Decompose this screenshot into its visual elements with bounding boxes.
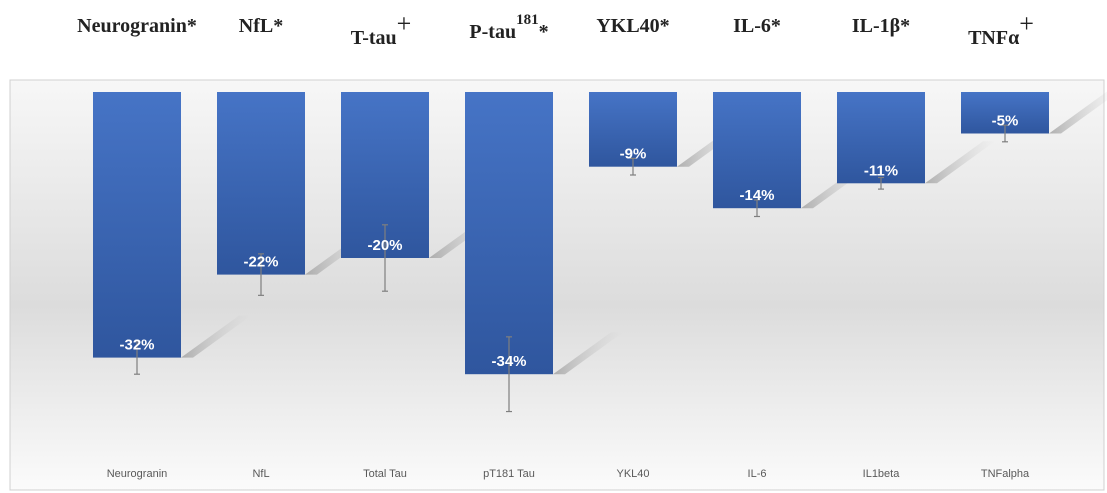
- header-label: T-tau+: [351, 9, 412, 49]
- x-tick-label: IL-6: [748, 468, 767, 480]
- x-tick-label: Total Tau: [363, 468, 407, 480]
- bar-il-6: [713, 92, 801, 209]
- header-label: TNFα+: [968, 9, 1034, 49]
- data-label: -34%: [491, 353, 526, 370]
- bar-shadow: [181, 315, 251, 358]
- error-bar: [506, 336, 512, 413]
- error-bar: [754, 199, 760, 218]
- header-label: YKL40*: [596, 15, 669, 37]
- x-tick-label: Neurogranin: [107, 468, 168, 480]
- bar-ykl40: [589, 92, 677, 167]
- x-tick-label: NfL: [252, 468, 269, 480]
- bar-shadow: [553, 332, 623, 375]
- data-label: -32%: [119, 337, 154, 354]
- header-label: P-tau181*: [469, 12, 548, 43]
- data-label: -22%: [243, 254, 278, 271]
- bar-shadow: [1049, 91, 1107, 134]
- error-bar: [630, 157, 636, 176]
- x-tick-label: IL1beta: [863, 468, 901, 480]
- bar-neurogranin: [93, 92, 181, 358]
- data-label: -5%: [992, 113, 1019, 130]
- error-bar: [878, 176, 884, 190]
- data-label: -11%: [864, 162, 898, 179]
- error-bar: [258, 253, 264, 296]
- header-label: Neurogranin*: [77, 15, 197, 37]
- data-label: -9%: [620, 146, 647, 163]
- header-label: NfL*: [239, 15, 283, 37]
- data-label: -14%: [739, 187, 774, 204]
- bar-pt181-tau: [465, 92, 553, 375]
- error-bar: [134, 340, 140, 375]
- bar-nfl: [217, 92, 305, 275]
- bar-il1beta: [837, 92, 925, 184]
- x-tick-label: TNFalpha: [981, 468, 1030, 480]
- bar-shadow: [925, 141, 995, 184]
- header-label: IL-1β*: [852, 15, 910, 37]
- error-bar: [382, 224, 388, 292]
- x-tick-label: YKL40: [616, 468, 649, 480]
- data-label: -20%: [367, 237, 402, 254]
- header-label: IL-6*: [733, 15, 781, 37]
- x-tick-label: pT181 Tau: [483, 468, 535, 480]
- error-bar: [1002, 124, 1008, 143]
